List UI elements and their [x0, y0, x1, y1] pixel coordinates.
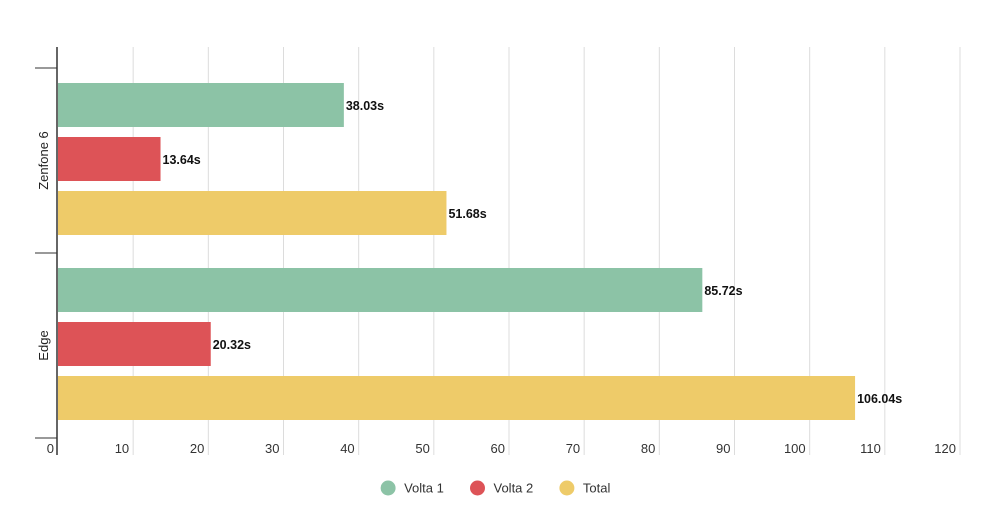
x-tick-label-60: 60 [491, 441, 505, 456]
legend-label: Volta 1 [404, 481, 444, 496]
legend-label: Total [583, 481, 611, 496]
category-label: Zenfone 6 [36, 131, 51, 190]
x-tick-label-80: 80 [641, 441, 655, 456]
x-tick-label-30: 30 [265, 441, 279, 456]
x-tick-label-40: 40 [340, 441, 354, 456]
x-tick-label-20: 20 [190, 441, 204, 456]
data-label: 38.03s [346, 99, 384, 113]
bar-volta-2-1 [58, 322, 211, 366]
legend-swatch-total [559, 480, 575, 496]
bar-volta-2-0 [58, 137, 161, 181]
x-axis-ticks: 0 10 20 30 40 50 60 70 80 90 100 110 120 [47, 441, 956, 456]
data-label: 85.72s [704, 284, 742, 298]
x-tick-label-70: 70 [566, 441, 580, 456]
bars [58, 83, 856, 420]
data-label: 51.68s [448, 207, 486, 221]
bar-volta-1-1 [58, 268, 703, 312]
category-labels: Zenfone 6 Edge [36, 131, 51, 360]
data-label: 13.64s [163, 153, 201, 167]
x-tick-label-120: 120 [934, 441, 956, 456]
x-tick-label-90: 90 [716, 441, 730, 456]
x-tick-label-10: 10 [115, 441, 129, 456]
category-label: Edge [36, 330, 51, 360]
legend-swatch-volta-1 [380, 480, 396, 496]
x-tick-label-50: 50 [415, 441, 429, 456]
x-tick-label-0: 0 [47, 441, 54, 456]
x-tick-label-100: 100 [784, 441, 806, 456]
bar-total-1 [58, 376, 856, 420]
legend: Volta 1 Volta 2 Total [380, 480, 611, 496]
legend-swatch-volta-2 [470, 480, 485, 496]
bar-total-0 [58, 191, 447, 235]
axes [35, 47, 58, 455]
x-tick-label-110: 110 [860, 441, 881, 456]
data-label: 106.04s [857, 392, 902, 406]
data-label: 20.32s [213, 338, 251, 352]
bar-volta-1-0 [58, 83, 344, 127]
legend-label: Volta 2 [494, 481, 534, 496]
data-labels: 38.03s 13.64s 51.68s 85.72s 20.32s 106.04s [163, 99, 903, 406]
